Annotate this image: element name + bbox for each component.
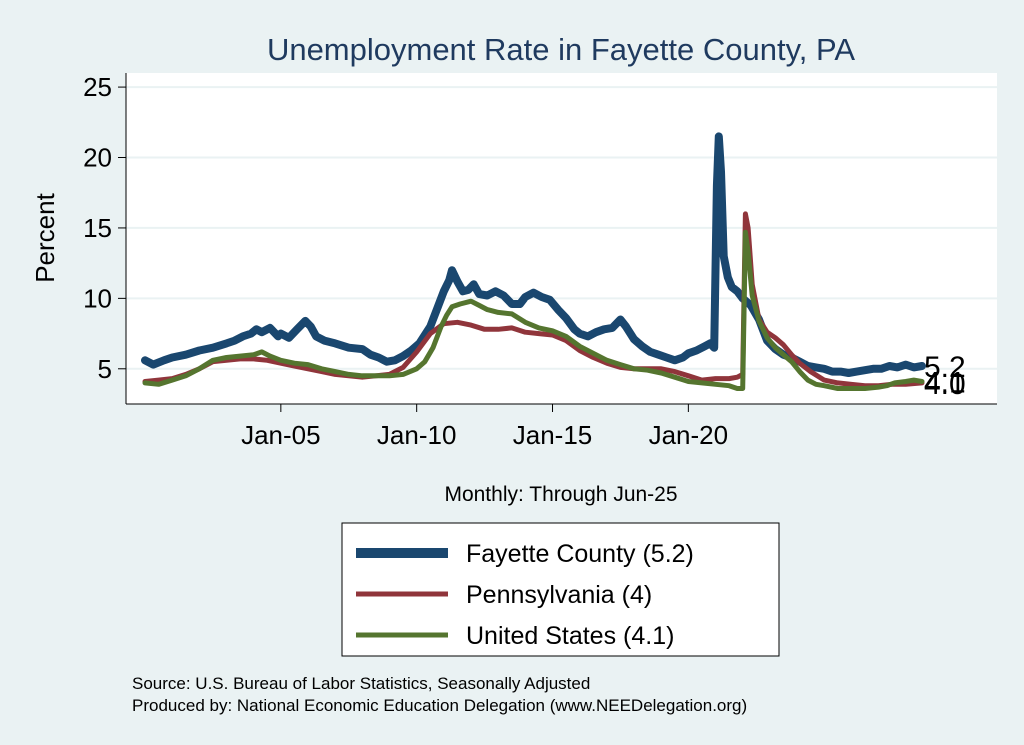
y-tick-label: 25 — [83, 72, 112, 102]
x-axis-title: Monthly: Through Jun-25 — [444, 483, 677, 506]
x-tick-label: Jan-20 — [649, 420, 729, 450]
legend-label-1: Pennsylvania (4) — [466, 581, 652, 609]
y-axis-ticks: 5 10 15 20 25 — [83, 72, 126, 384]
end-label-2: 4.1 — [924, 366, 966, 399]
x-tick-label: Jan-05 — [241, 420, 321, 450]
plot-area — [126, 73, 997, 404]
source-line: Source: U.S. Bureau of Labor Statistics,… — [132, 674, 590, 693]
x-tick-label: Jan-10 — [377, 420, 457, 450]
legend-label-2: United States (4.1) — [466, 622, 674, 650]
end-label-1: 4.0 — [924, 368, 966, 401]
y-axis-title: Percent — [30, 192, 60, 282]
series-line-1 — [142, 211, 925, 389]
y-tick-label: 15 — [83, 213, 112, 243]
y-tick-label: 20 — [83, 143, 112, 173]
legend-label-0: Fayette County (5.2) — [466, 540, 694, 568]
producer-line: Produced by: National Economic Education… — [132, 696, 747, 715]
legend: Fayette County (5.2) Pennsylvania (4) Unit… — [356, 540, 694, 650]
series-line-2 — [142, 229, 925, 391]
y-tick-label: 10 — [83, 283, 112, 313]
series-lines — [141, 132, 926, 391]
series-end-labels: 5.24.04.1 — [924, 351, 966, 401]
end-label-0: 5.2 — [924, 351, 966, 384]
x-axis-ticks: Jan-05 Jan-10 Jan-15 Jan-20 — [241, 404, 728, 450]
chart-title: Unemployment Rate in Fayette County, PA — [267, 32, 855, 67]
x-tick-label: Jan-15 — [513, 420, 593, 450]
y-tick-label: 5 — [98, 354, 112, 384]
